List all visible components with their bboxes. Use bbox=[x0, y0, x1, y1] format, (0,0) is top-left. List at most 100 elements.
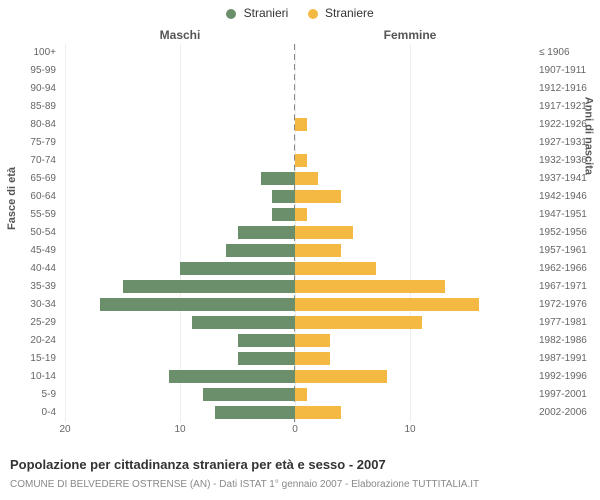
chart-row bbox=[65, 134, 525, 152]
age-labels: 100+95-9990-9485-8980-8475-7970-7465-696… bbox=[0, 44, 60, 422]
chart-row bbox=[65, 242, 525, 260]
legend-item-female: Straniere bbox=[308, 6, 374, 20]
age-label: 75-79 bbox=[0, 134, 60, 152]
bar-female bbox=[295, 388, 307, 401]
chart-row bbox=[65, 296, 525, 314]
x-axis: 2010010 bbox=[65, 424, 525, 442]
bar-female bbox=[295, 316, 422, 329]
bar-male bbox=[226, 244, 295, 257]
chart-row bbox=[65, 152, 525, 170]
chart-row bbox=[65, 368, 525, 386]
chart-row bbox=[65, 278, 525, 296]
bar-female bbox=[295, 298, 479, 311]
bar-female bbox=[295, 262, 376, 275]
age-label: 95-99 bbox=[0, 62, 60, 80]
chart-row bbox=[65, 224, 525, 242]
birth-label: 1927-1931 bbox=[535, 134, 600, 152]
legend-label-male: Stranieri bbox=[244, 6, 289, 20]
bar-male bbox=[100, 298, 296, 311]
birth-label: 1922-1926 bbox=[535, 116, 600, 134]
birth-label: 1977-1981 bbox=[535, 314, 600, 332]
birth-label: 1987-1991 bbox=[535, 350, 600, 368]
age-label: 5-9 bbox=[0, 386, 60, 404]
chart-row bbox=[65, 332, 525, 350]
header-male: Maschi bbox=[65, 28, 295, 42]
age-label: 80-84 bbox=[0, 116, 60, 134]
birth-label: 1947-1951 bbox=[535, 206, 600, 224]
birth-label: 1997-2001 bbox=[535, 386, 600, 404]
bar-male bbox=[215, 406, 296, 419]
x-tick: 10 bbox=[404, 424, 415, 435]
bar-female bbox=[295, 208, 307, 221]
bar-male bbox=[169, 370, 296, 383]
x-tick: 0 bbox=[292, 424, 298, 435]
pyramid-chart bbox=[65, 44, 525, 422]
bar-male bbox=[238, 334, 296, 347]
birth-label: 1992-1996 bbox=[535, 368, 600, 386]
bar-female bbox=[295, 118, 307, 131]
x-tick: 10 bbox=[174, 424, 185, 435]
age-label: 50-54 bbox=[0, 224, 60, 242]
chart-row bbox=[65, 260, 525, 278]
age-label: 45-49 bbox=[0, 242, 60, 260]
bar-male bbox=[261, 172, 296, 185]
age-label: 10-14 bbox=[0, 368, 60, 386]
male-swatch bbox=[226, 9, 236, 19]
chart-row bbox=[65, 170, 525, 188]
age-label: 65-69 bbox=[0, 170, 60, 188]
age-label: 55-59 bbox=[0, 206, 60, 224]
bar-male bbox=[238, 226, 296, 239]
age-label: 25-29 bbox=[0, 314, 60, 332]
chart-subtitle: COMUNE DI BELVEDERE OSTRENSE (AN) - Dati… bbox=[10, 479, 479, 490]
age-label: 90-94 bbox=[0, 80, 60, 98]
birth-label: 1912-1916 bbox=[535, 80, 600, 98]
birth-label: 1932-1936 bbox=[535, 152, 600, 170]
chart-row bbox=[65, 350, 525, 368]
age-label: 0-4 bbox=[0, 404, 60, 422]
bar-male bbox=[180, 262, 295, 275]
birth-label: 1967-1971 bbox=[535, 278, 600, 296]
chart-title: Popolazione per cittadinanza straniera p… bbox=[10, 457, 386, 472]
age-label: 60-64 bbox=[0, 188, 60, 206]
bar-male bbox=[203, 388, 295, 401]
age-label: 30-34 bbox=[0, 296, 60, 314]
chart-row bbox=[65, 44, 525, 62]
birth-label: 1972-1976 bbox=[535, 296, 600, 314]
chart-row bbox=[65, 386, 525, 404]
birth-label: 1917-1921 bbox=[535, 98, 600, 116]
birth-label: 1962-1966 bbox=[535, 260, 600, 278]
age-label: 35-39 bbox=[0, 278, 60, 296]
birth-label: 1982-1986 bbox=[535, 332, 600, 350]
birth-label: 1957-1961 bbox=[535, 242, 600, 260]
bar-female bbox=[295, 370, 387, 383]
birth-label: 1952-1956 bbox=[535, 224, 600, 242]
birth-label: 1937-1941 bbox=[535, 170, 600, 188]
age-label: 20-24 bbox=[0, 332, 60, 350]
legend-item-male: Stranieri bbox=[226, 6, 288, 20]
age-label: 40-44 bbox=[0, 260, 60, 278]
birth-label: 1907-1911 bbox=[535, 62, 600, 80]
birth-label: 2002-2006 bbox=[535, 404, 600, 422]
legend-label-female: Straniere bbox=[325, 6, 374, 20]
header-female: Femmine bbox=[295, 28, 525, 42]
bar-male bbox=[272, 190, 295, 203]
chart-row bbox=[65, 62, 525, 80]
bar-female bbox=[295, 280, 445, 293]
chart-row bbox=[65, 98, 525, 116]
age-label: 70-74 bbox=[0, 152, 60, 170]
bar-female bbox=[295, 226, 353, 239]
bar-male bbox=[123, 280, 296, 293]
chart-row bbox=[65, 404, 525, 422]
x-tick: 20 bbox=[59, 424, 70, 435]
chart-row bbox=[65, 80, 525, 98]
chart-row bbox=[65, 188, 525, 206]
bar-female bbox=[295, 406, 341, 419]
bar-female bbox=[295, 172, 318, 185]
bar-male bbox=[272, 208, 295, 221]
bar-male bbox=[192, 316, 296, 329]
birth-label: 1942-1946 bbox=[535, 188, 600, 206]
bar-female bbox=[295, 244, 341, 257]
age-label: 15-19 bbox=[0, 350, 60, 368]
chart-row bbox=[65, 314, 525, 332]
chart-row bbox=[65, 116, 525, 134]
